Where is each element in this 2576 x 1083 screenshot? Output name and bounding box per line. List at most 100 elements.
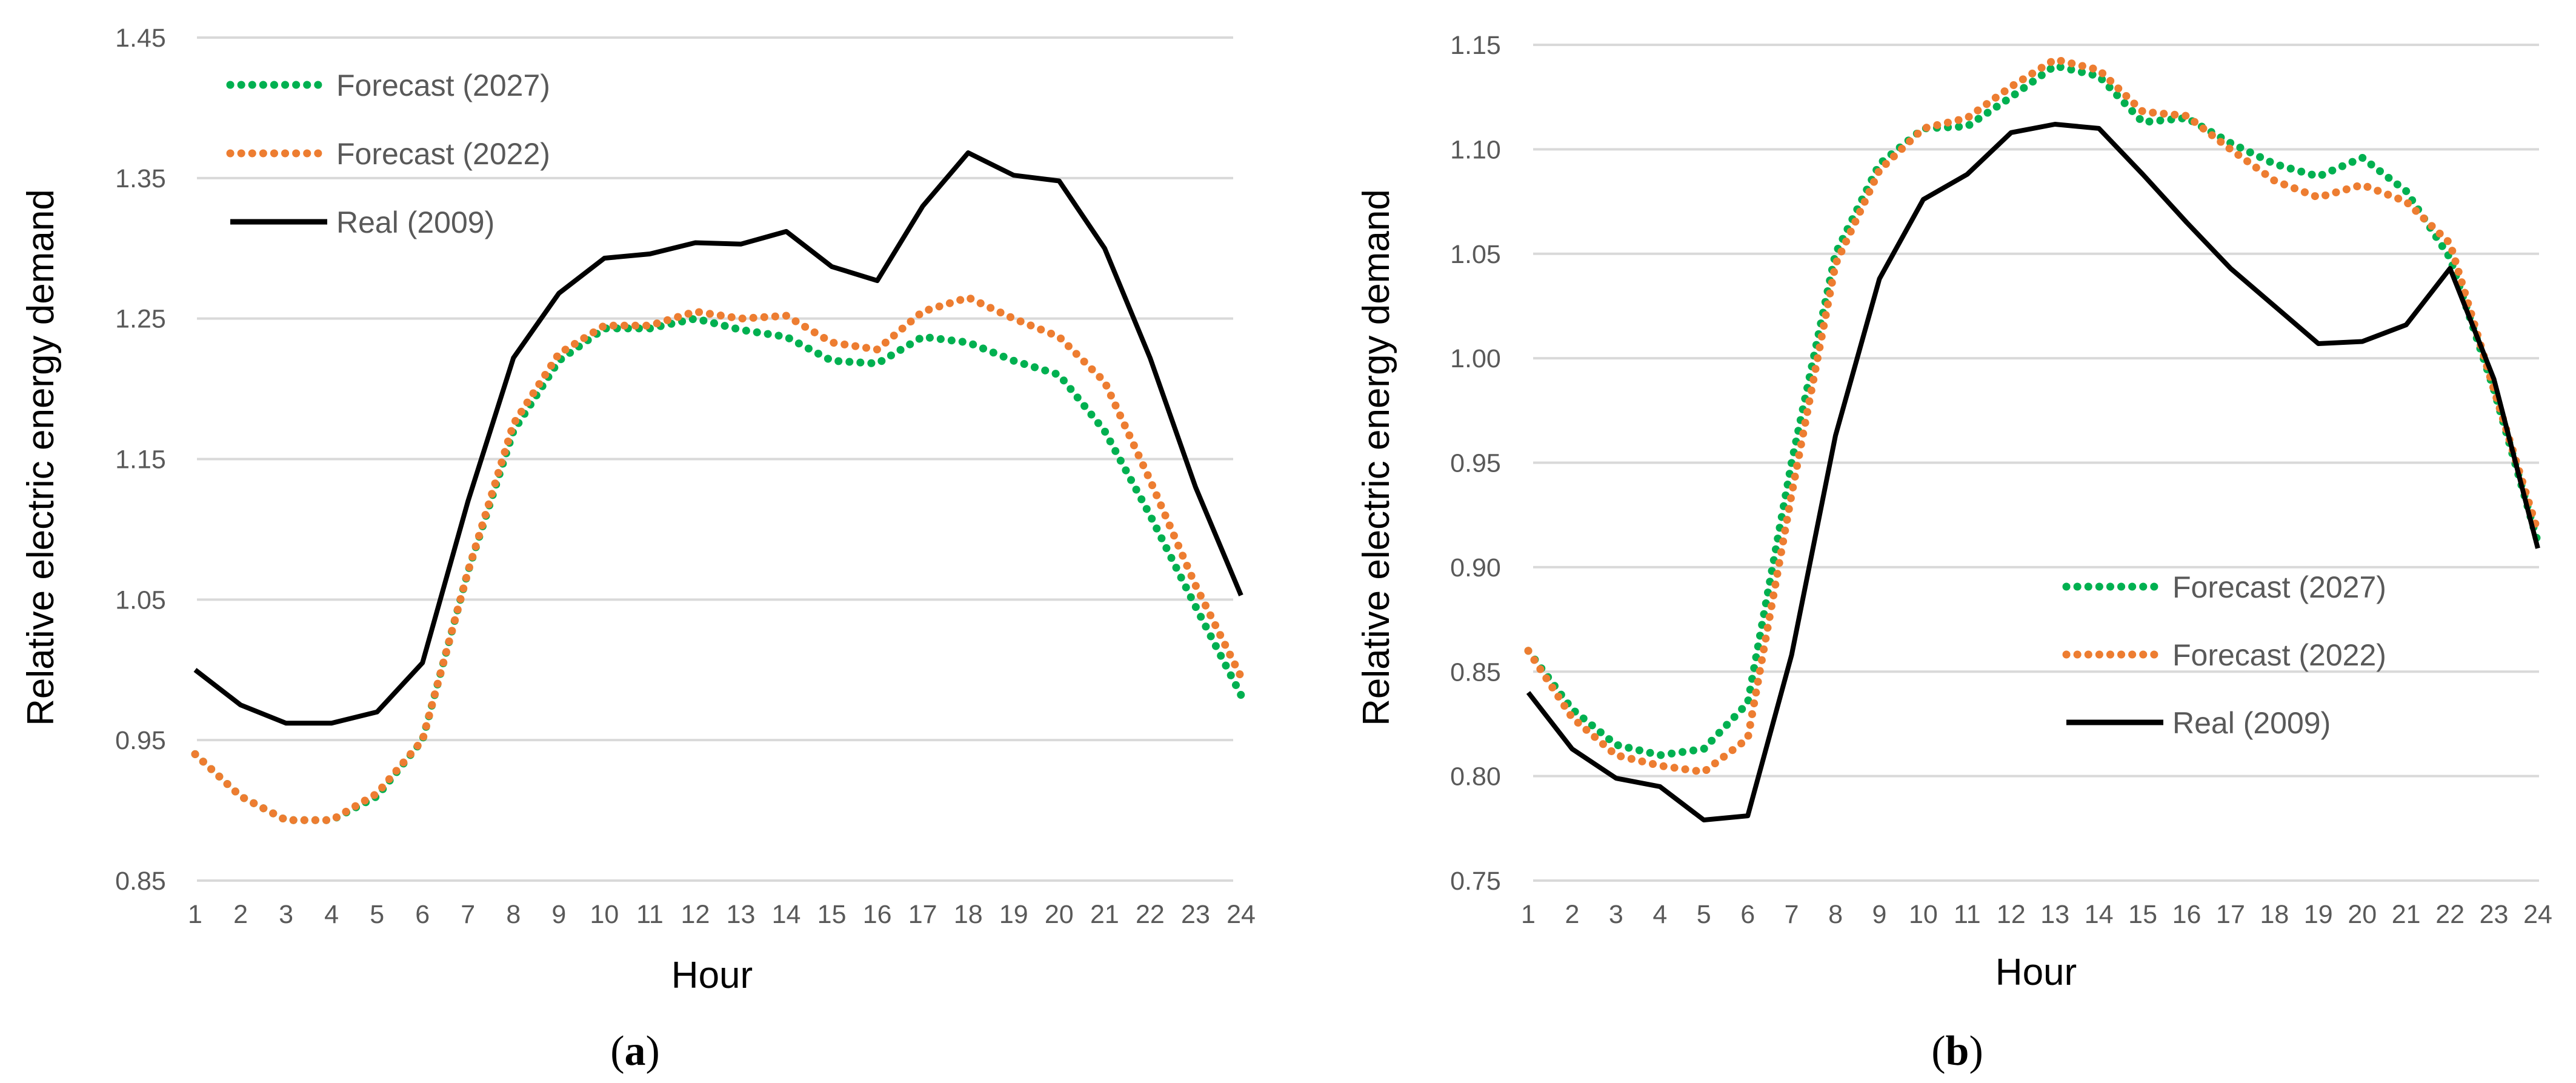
- y-tick-label-a-6: 1.45: [115, 24, 166, 53]
- x-tick-label-a-15: 15: [817, 900, 847, 929]
- x-tick-label-a-11: 11: [636, 900, 664, 929]
- x-tick-label-a-12: 12: [681, 900, 710, 929]
- y-tick-label-b-7: 1.10: [1450, 135, 1501, 164]
- series-line-real-2009-b: [1526, 122, 2540, 822]
- y-tick-labels-b: 0.75 0.80 0.85 0.90 0.95 1.00 1.05 1.10 1.15: [1450, 31, 1501, 896]
- x-tick-label-a-19: 19: [999, 900, 1028, 929]
- x-tick-label-b-1: 1: [1521, 900, 1536, 929]
- panel-label-b-close: ): [1969, 1028, 1983, 1075]
- y-tick-label-a-2: 1.05: [115, 585, 166, 615]
- panel-label-a: (a): [610, 1028, 660, 1075]
- y-tick-label-b-0: 0.75: [1450, 867, 1501, 896]
- legend-label-real-2009-b: Real (2009): [2172, 706, 2331, 740]
- y-tick-labels-a: 0.85 0.95 1.05 1.15 1.25 1.35 1.45: [115, 24, 166, 896]
- x-tick-label-b-6: 6: [1740, 900, 1755, 929]
- x-tick-label-a-5: 5: [370, 900, 384, 929]
- x-tick-label-a-17: 17: [908, 900, 937, 929]
- x-tick-label-b-8: 8: [1828, 900, 1843, 929]
- x-tick-label-a-8: 8: [506, 900, 521, 929]
- x-axis-title-a: Hour: [671, 955, 753, 996]
- x-tick-label-a-22: 22: [1136, 900, 1165, 929]
- gridlines-a: [197, 36, 1233, 882]
- panel-label-a-close: ): [646, 1028, 660, 1075]
- y-tick-label-b-6: 1.05: [1450, 240, 1501, 269]
- x-tick-label-b-18: 18: [2260, 900, 2289, 929]
- x-tick-label-b-20: 20: [2348, 900, 2377, 929]
- series-line-forecast-2022-a: [191, 293, 1245, 824]
- legend-label-forecast-2027-b: Forecast (2027): [2172, 570, 2386, 604]
- x-tick-label-b-10: 10: [1909, 900, 1938, 929]
- y-tick-label-b-5: 1.00: [1450, 344, 1501, 373]
- x-tick-label-b-14: 14: [2085, 900, 2114, 929]
- x-tick-label-a-13: 13: [727, 900, 756, 929]
- y-axis-title-a: Relative electric energy demand: [20, 189, 62, 726]
- x-tick-label-b-4: 4: [1652, 900, 1667, 929]
- x-tick-label-a-23: 23: [1181, 900, 1210, 929]
- legend-a: Forecast (2027) Forecast (2022) Real (20…: [226, 68, 550, 239]
- chart-panel-a: 0.850.951.051.151.251.351.45 1 2 3 4 5 6 7 8 9 10…: [20, 24, 1256, 1075]
- x-tick-label-a-14: 14: [772, 900, 801, 929]
- gridlines-b: [1533, 44, 2539, 882]
- legend-label-real-2009-a: Real (2009): [336, 205, 494, 239]
- x-tick-label-a-3: 3: [279, 900, 293, 929]
- x-tick-label-b-15: 15: [2128, 900, 2157, 929]
- panel-label-a-letter: a: [625, 1028, 646, 1075]
- y-tick-label-b-8: 1.15: [1450, 31, 1501, 60]
- panel-label-b-letter: b: [1946, 1028, 1969, 1075]
- x-tick-label-b-2: 2: [1565, 900, 1579, 929]
- x-tick-label-a-10: 10: [590, 900, 619, 929]
- x-tick-label-b-22: 22: [2435, 900, 2465, 929]
- series-group-a: [191, 150, 1245, 824]
- y-tick-label-b-4: 0.95: [1450, 449, 1501, 478]
- x-tick-label-b-23: 23: [2480, 900, 2509, 929]
- x-tick-label-a-4: 4: [324, 900, 339, 929]
- x-tick-label-a-2: 2: [233, 900, 248, 929]
- y-tick-label-a-4: 1.25: [115, 305, 166, 334]
- y-tick-label-a-1: 0.95: [115, 726, 166, 755]
- panel-label-b-open: (: [1931, 1028, 1945, 1075]
- x-tick-label-b-9: 9: [1872, 900, 1887, 929]
- legend-label-forecast-2022-b: Forecast (2022): [2172, 638, 2386, 672]
- x-tick-labels-a: 1 2 3 4 5 6 7 8 9 10 11 12 13 14 15 16 17 18 19 20 21 22 23 24: [188, 900, 1256, 929]
- legend-label-forecast-2027-a: Forecast (2027): [336, 68, 550, 102]
- x-tick-label-b-12: 12: [1997, 900, 2026, 929]
- series-group-b: [1524, 55, 2542, 822]
- x-tick-label-a-6: 6: [415, 900, 430, 929]
- series-line-real-2009-a: [193, 150, 1243, 726]
- x-tick-label-b-11: 11: [1954, 900, 1981, 929]
- x-axis-title-b: Hour: [1995, 951, 2077, 993]
- legend-label-forecast-2022-a: Forecast (2022): [336, 137, 550, 171]
- y-tick-label-b-1: 0.80: [1450, 762, 1501, 791]
- x-tick-label-a-1: 1: [188, 900, 202, 929]
- y-tick-label-a-3: 1.15: [115, 445, 166, 475]
- x-tick-label-b-13: 13: [2040, 900, 2069, 929]
- y-tick-label-b-3: 0.90: [1450, 553, 1501, 582]
- y-tick-label-b-2: 0.85: [1450, 658, 1501, 687]
- x-tick-label-a-16: 16: [863, 900, 892, 929]
- x-tick-labels-b: 1 2 3 4 5 6 7 8 9 10 11 12 13 14 15 16 17 18 19 20 21 22 23 24: [1521, 900, 2552, 929]
- x-tick-label-a-18: 18: [954, 900, 983, 929]
- x-tick-label-b-16: 16: [2172, 900, 2202, 929]
- x-tick-label-b-19: 19: [2304, 900, 2333, 929]
- panel-label-a-open: (: [610, 1028, 624, 1075]
- x-tick-label-a-24: 24: [1226, 900, 1256, 929]
- x-tick-label-a-9: 9: [551, 900, 566, 929]
- series-line-forecast-2027-b: [1524, 62, 2542, 759]
- x-tick-label-a-21: 21: [1090, 900, 1119, 929]
- x-tick-label-b-5: 5: [1697, 900, 1711, 929]
- series-line-forecast-2027-a: [191, 315, 1245, 824]
- x-tick-label-b-7: 7: [1785, 900, 1799, 929]
- x-tick-label-a-20: 20: [1045, 900, 1074, 929]
- x-tick-label-b-17: 17: [2216, 900, 2245, 929]
- series-line-forecast-2022-b: [1524, 55, 2542, 776]
- x-tick-label-b-24: 24: [2523, 900, 2552, 929]
- x-tick-label-a-7: 7: [461, 900, 475, 929]
- y-tick-label-a-0: 0.85: [115, 867, 166, 896]
- x-tick-label-b-3: 3: [1609, 900, 1623, 929]
- y-tick-label-a-5: 1.35: [115, 164, 166, 193]
- panel-label-b: (b): [1931, 1028, 1983, 1075]
- x-tick-label-b-21: 21: [2392, 900, 2421, 929]
- legend-b: Forecast (2027) Forecast (2022) Real (20…: [2062, 570, 2386, 740]
